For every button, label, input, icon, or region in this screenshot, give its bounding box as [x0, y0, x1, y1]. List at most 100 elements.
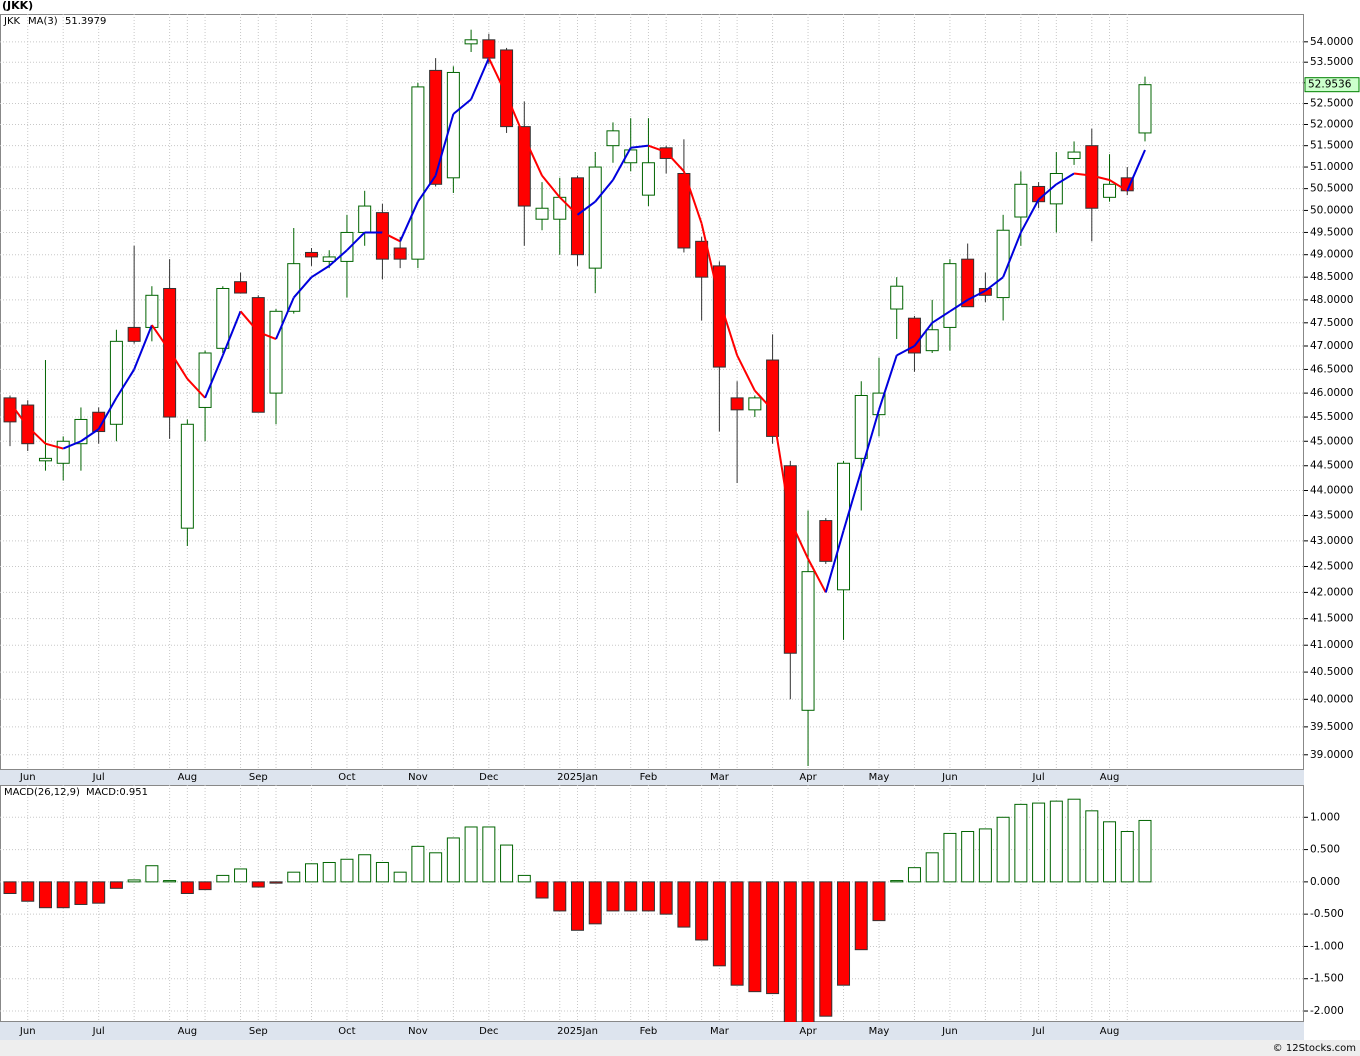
macd-bar: [535, 881, 549, 899]
ma-line-segment: [523, 136, 543, 177]
candle-body: [588, 166, 602, 269]
ma-line-segment: [860, 409, 880, 471]
y-tick-label: 39.5000: [1310, 721, 1353, 733]
candle-body: [837, 462, 851, 591]
macd-bar: [925, 852, 939, 883]
x-tick-label: Nov: [408, 1026, 428, 1037]
candle-body: [21, 404, 35, 445]
macd-bar: [198, 881, 212, 891]
y-tick-label: 53.5000: [1310, 56, 1353, 68]
candle-body: [251, 297, 265, 413]
macd-bar: [996, 816, 1010, 883]
macd-bar: [677, 881, 691, 928]
candle-body: [571, 177, 584, 256]
candle-body: [198, 352, 212, 408]
macd-bar: [163, 880, 177, 883]
ma-line-segment: [204, 354, 224, 399]
ma-line-segment: [630, 144, 649, 149]
ma-line-segment: [700, 223, 721, 301]
candle-body: [109, 340, 123, 425]
macd-bar: [322, 861, 336, 883]
x-tick-label: Sep: [249, 1026, 268, 1037]
x-tick-label: Jun: [941, 772, 958, 783]
y-tick-label: 45.5000: [1310, 411, 1353, 423]
macd-bar: [624, 881, 638, 912]
ma-line-segment: [807, 558, 827, 593]
x-tick-label: Aug: [178, 1026, 198, 1037]
x-tick-label: Sep: [249, 772, 268, 783]
macd-bar: [375, 861, 389, 883]
y-tick-label: 44.0000: [1310, 484, 1353, 496]
candle-body: [446, 71, 460, 179]
candle-body: [783, 465, 797, 654]
macd-bar: [907, 867, 921, 883]
ma-line-segment: [984, 276, 1004, 292]
ma-line-segment: [1091, 174, 1110, 181]
x-tick-label: Mar: [710, 1026, 730, 1037]
x-tick-label: 2025Jan: [557, 772, 598, 783]
macd-bar: [1103, 821, 1117, 883]
ma-line-segment: [505, 94, 526, 138]
ma-line-segment: [9, 402, 29, 428]
candle-body: [517, 126, 531, 207]
macd-bar: [74, 881, 88, 905]
ma-line-segment: [239, 310, 260, 333]
macd-bar: [216, 874, 230, 883]
candle-body: [535, 207, 549, 220]
macd-bar: [854, 881, 868, 951]
candle-body: [801, 571, 815, 711]
x-tick-label: Jul: [92, 772, 105, 783]
x-tick-label: Apr: [799, 1026, 817, 1037]
candle-body: [641, 162, 655, 196]
y-tick-label: 49.5000: [1310, 226, 1353, 238]
ma-line-segment: [1002, 232, 1022, 278]
y-tick-label: 52.5000: [1310, 98, 1353, 110]
x-tick-label: Jul: [1032, 772, 1045, 783]
candle-body: [748, 397, 762, 411]
macd-bar: [695, 881, 709, 941]
footer-credit: © 12Stocks.com: [1273, 1043, 1356, 1054]
ma-line-segment: [168, 350, 189, 380]
ma-line-segment: [541, 175, 561, 198]
y-tick-label: 48.0000: [1310, 294, 1353, 306]
x-tick-label: Feb: [640, 1026, 658, 1037]
y-tick-label: -1.500: [1310, 973, 1344, 985]
ma-line-segment: [45, 442, 64, 450]
macd-bar: [730, 881, 744, 986]
ma-line-segment: [612, 147, 632, 181]
ma-line-segment: [381, 231, 401, 243]
footer-strip: [0, 1040, 1360, 1056]
macd-bar: [819, 881, 833, 1017]
ma-line-segment: [434, 113, 455, 176]
candle-body: [854, 394, 868, 459]
x-tick-label: Dec: [479, 772, 498, 783]
macd-bar: [766, 881, 780, 995]
y-tick-label: -0.500: [1310, 908, 1344, 920]
macd-bar: [606, 881, 620, 912]
ma-line-segment: [576, 200, 596, 216]
y-tick-label: 42.0000: [1310, 586, 1353, 598]
candle-body: [127, 326, 141, 342]
ma-line-segment: [27, 425, 47, 445]
ma-line-segment: [346, 231, 366, 251]
candle-body: [358, 205, 372, 233]
ma-line-segment: [62, 440, 82, 450]
ma-line-segment: [221, 310, 242, 356]
macd-bar: [872, 881, 886, 922]
macd-bar: [180, 881, 194, 894]
y-tick-label: 46.0000: [1310, 387, 1353, 399]
x-tick-label: Oct: [338, 1026, 355, 1037]
ma-line-segment: [1073, 172, 1092, 177]
macd-panel-border: [0, 785, 1304, 1022]
y-tick-label: 50.0000: [1310, 204, 1353, 216]
candle-body: [287, 263, 301, 312]
ma-line-segment: [878, 355, 898, 411]
candle-body: [606, 130, 620, 147]
ma-line-segment: [1037, 183, 1057, 201]
ma-line-segment: [328, 249, 348, 267]
macd-bar: [429, 852, 443, 883]
y-tick-label: 43.0000: [1310, 535, 1353, 547]
macd-bar: [1120, 830, 1134, 883]
candle-body: [304, 251, 318, 258]
